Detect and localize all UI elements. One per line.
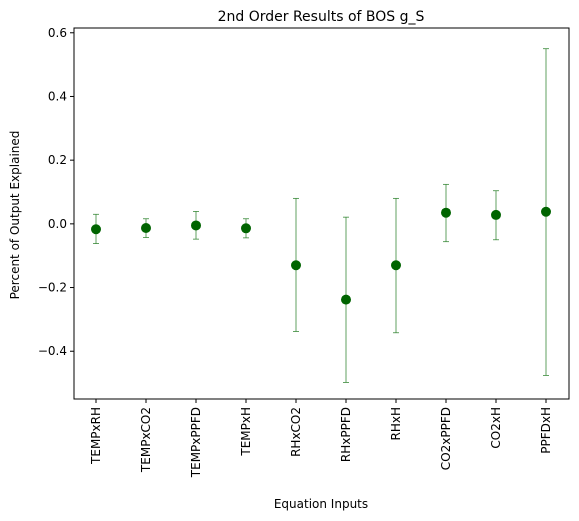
errorbars-group <box>93 48 549 383</box>
chart-title: 2nd Order Results of BOS g_S <box>218 9 425 25</box>
data-point <box>341 294 351 305</box>
y-tick-label: 0.0 <box>48 217 67 231</box>
y-axis-label: Percent of Output Explained <box>8 131 22 300</box>
plot-frame <box>73 27 570 400</box>
x-axis-ticks: TEMPxRH TEMPxCO2 TEMPxPPFD TEMPxH RHxCO2 RHxP… <box>89 399 553 478</box>
x-tick-label: TEMPxCO2 <box>139 407 153 473</box>
y-axis-ticks: −0.4 −0.2 0.0 0.2 0.4 0.6 <box>38 26 74 358</box>
x-axis-label: Equation Inputs <box>274 497 368 511</box>
x-tick-label: CO2xH <box>489 407 503 449</box>
x-tick-label: PPFDxH <box>539 407 553 454</box>
x-tick-label: CO2xPPFD <box>439 407 453 470</box>
data-point <box>91 224 101 235</box>
data-point <box>191 220 201 231</box>
x-tick-label: RHxCO2 <box>289 407 303 457</box>
data-point <box>441 207 451 218</box>
points-group <box>91 206 551 305</box>
x-tick-label: RHxPPFD <box>339 407 353 462</box>
data-point <box>241 223 251 234</box>
x-tick-label: TEMPxH <box>239 407 253 457</box>
data-point <box>141 222 151 233</box>
data-point <box>541 206 551 217</box>
data-point <box>291 260 301 271</box>
x-tick-label: TEMPxRH <box>89 407 103 465</box>
y-tick-label: 0.6 <box>48 26 67 40</box>
y-tick-label: −0.4 <box>38 344 67 358</box>
x-tick-label: RHxH <box>389 407 403 441</box>
y-tick-label: 0.2 <box>48 153 67 167</box>
y-tick-label: −0.2 <box>38 281 67 295</box>
x-tick-label: TEMPxPPFD <box>189 407 203 478</box>
y-tick-label: 0.4 <box>48 89 67 103</box>
data-point <box>391 260 401 271</box>
data-point <box>491 209 501 220</box>
